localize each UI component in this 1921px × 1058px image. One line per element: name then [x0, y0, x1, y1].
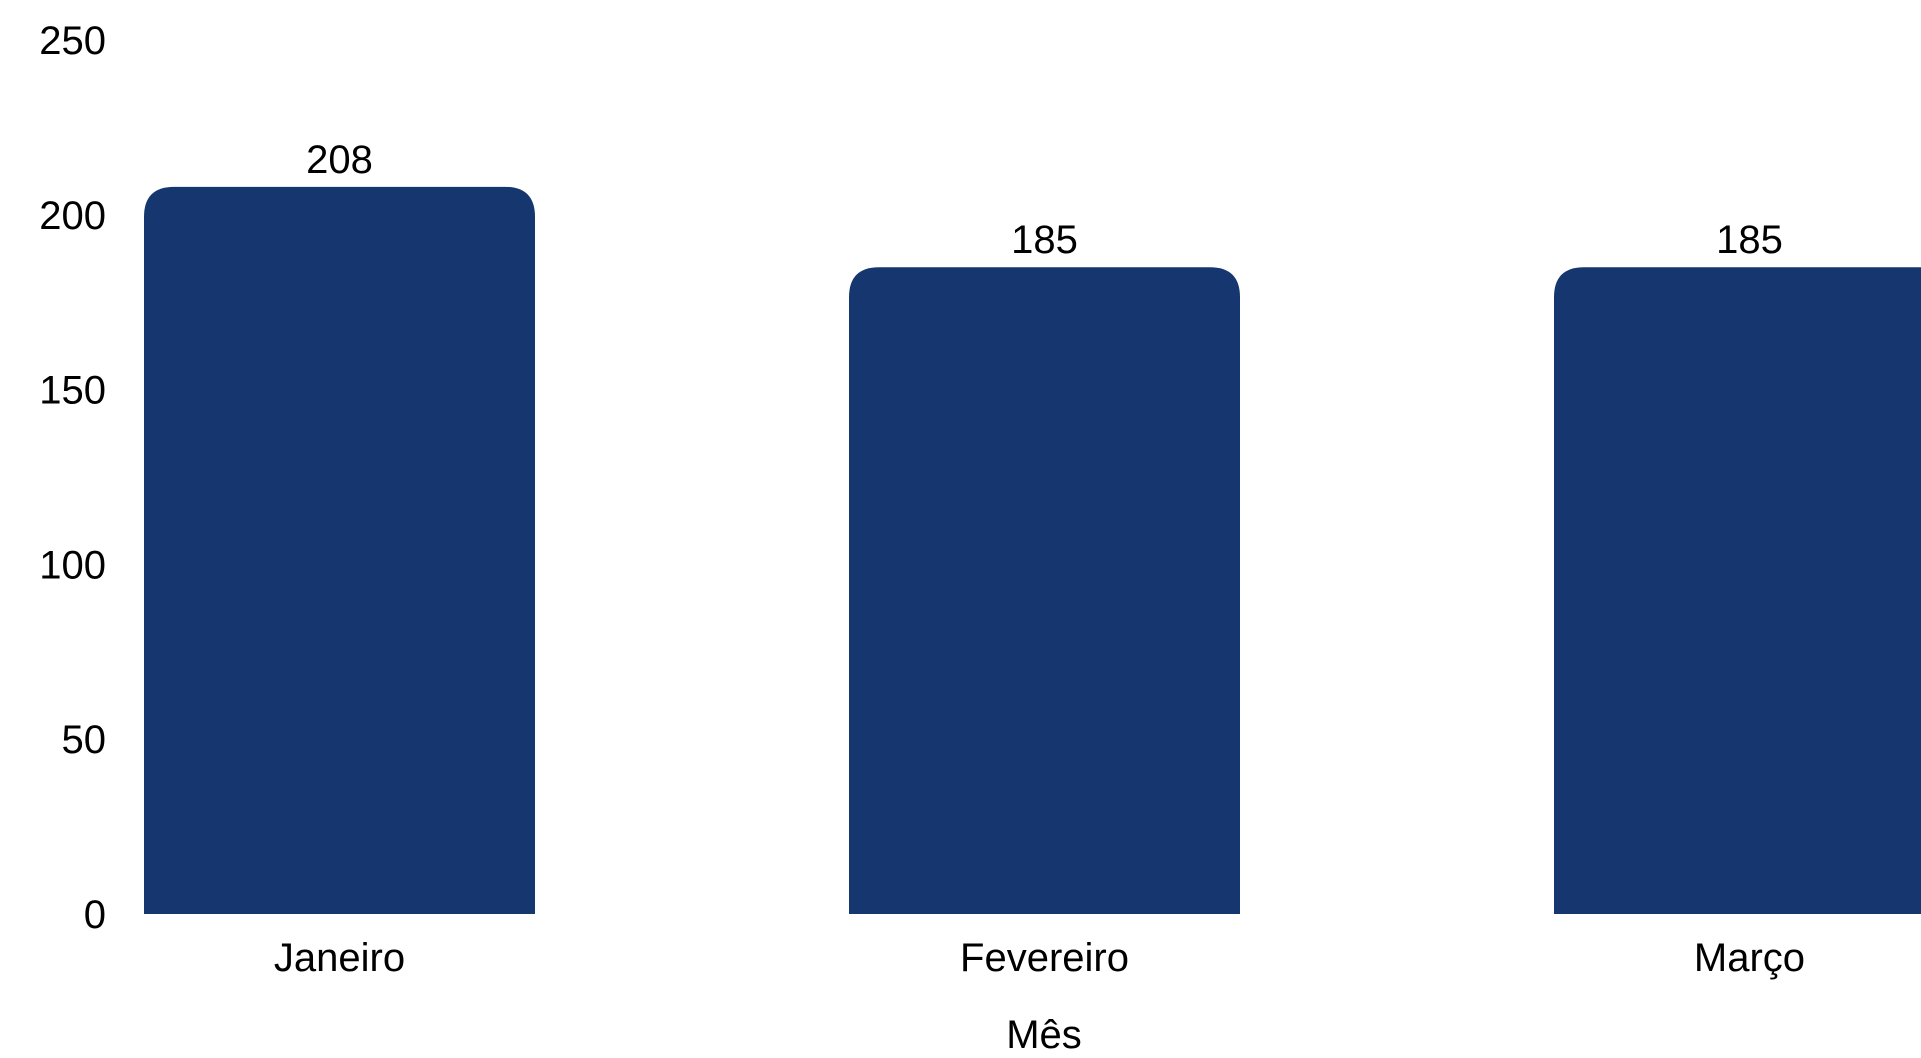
x-tick-label: Março [1694, 936, 1805, 980]
y-tick-label: 0 [84, 893, 106, 937]
y-tick-label: 150 [39, 369, 106, 413]
data-label: 185 [1011, 218, 1078, 262]
x-tick-label: Fevereiro [960, 936, 1129, 980]
data-label: 185 [1716, 218, 1783, 262]
data-labels: 208 185 185 [306, 138, 1783, 262]
bars [144, 186, 1921, 914]
y-tick-label: 50 [62, 718, 107, 762]
y-tick-label: 100 [39, 543, 106, 587]
bar-março [1554, 267, 1921, 914]
y-axis-ticks: 0 50 100 150 200 250 [39, 19, 106, 937]
y-tick-label: 250 [39, 19, 106, 63]
x-tick-label: Janeiro [274, 936, 405, 980]
data-label: 208 [306, 138, 373, 182]
bar-janeiro [144, 186, 535, 914]
x-axis-title: Mês [1006, 1013, 1082, 1057]
x-axis-category-labels: Janeiro Fevereiro Março [274, 936, 1805, 980]
bar-fevereiro [849, 267, 1240, 914]
y-tick-label: 200 [39, 194, 106, 238]
